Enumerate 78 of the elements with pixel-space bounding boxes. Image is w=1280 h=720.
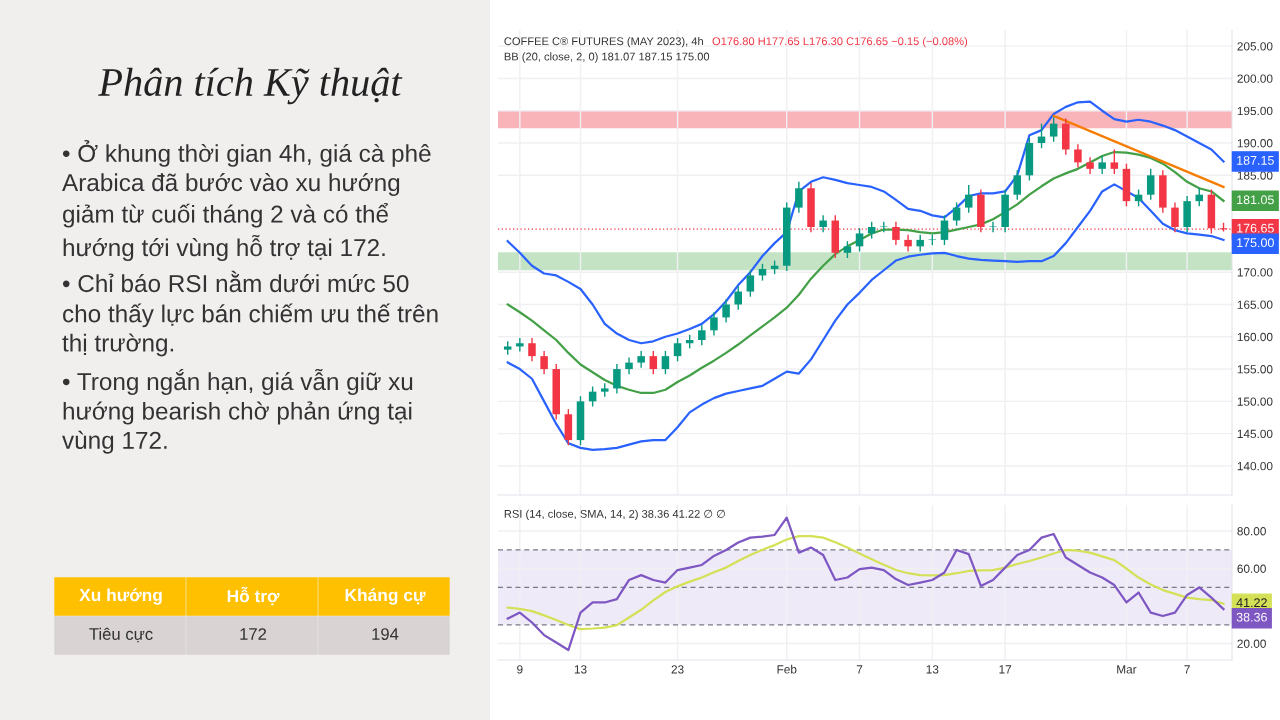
x-tick-label: 23 bbox=[671, 665, 684, 674]
candlestick bbox=[673, 337, 682, 363]
x-tick-label: 13 bbox=[574, 665, 587, 674]
candlestick bbox=[528, 337, 536, 363]
candlestick bbox=[855, 227, 864, 253]
candlestick bbox=[516, 337, 524, 353]
y-tick-label: 145.00 bbox=[1237, 429, 1273, 439]
candlestick bbox=[661, 350, 670, 375]
line-series bbox=[506, 183, 1225, 451]
data-label: 175.00 bbox=[1237, 238, 1274, 248]
data-label: 38.36 bbox=[1236, 612, 1267, 622]
candlestick bbox=[904, 234, 912, 253]
text: 194 bbox=[372, 628, 399, 640]
category-label: Xu hướng bbox=[79, 588, 162, 605]
y-tick-label: 190.00 bbox=[1237, 139, 1273, 148]
candlestick bbox=[1098, 155, 1106, 175]
y-tick-label: 165.00 bbox=[1237, 300, 1273, 309]
candlestick bbox=[613, 363, 621, 395]
chart-title: RSI (14, close, SMA, 14, 2) 38.36 41.22 ∅ ∅ bbox=[504, 509, 725, 520]
text: 172 bbox=[240, 628, 267, 640]
y-tick-label: 195.00 bbox=[1237, 106, 1273, 116]
x-tick-label: 7 bbox=[856, 665, 863, 674]
candlestick bbox=[989, 221, 997, 233]
y-tick-label: 205.00 bbox=[1237, 42, 1273, 51]
y-tick-label: 60.00 bbox=[1237, 564, 1266, 573]
candlestick bbox=[892, 221, 900, 246]
x-tick-label: Mar bbox=[1117, 665, 1137, 674]
x-tick-label: 17 bbox=[999, 665, 1012, 674]
candlestick bbox=[1195, 187, 1203, 208]
data-label: 187.15 bbox=[1237, 155, 1274, 165]
text: • Trong ngắn hạn, giá vẫn giữ xu hướng bearish chờ phản ứng tại vùng 172. bbox=[62, 368, 413, 454]
text: Phân tích Kỹ thuật bbox=[98, 67, 403, 105]
line-series bbox=[506, 100, 1225, 345]
candlestick bbox=[1171, 201, 1179, 233]
text: Tiêu cực bbox=[89, 627, 153, 643]
candlestick bbox=[710, 311, 718, 337]
y-tick-label: 150.00 bbox=[1237, 397, 1273, 406]
candlestick bbox=[698, 324, 706, 346]
data-label: 181.05 bbox=[1237, 195, 1274, 205]
text: • Ở khung thời gian 4h, giá cà phê Arabica đã bước vào xu hướng giảm từ cuối tháng 2 và có thể hướng tới vùng hỗ trợ tại 172. bbox=[62, 140, 431, 262]
y-tick-label: 200.00 bbox=[1237, 74, 1273, 83]
annotation: O176.80 H177.65 L176.30 C176.65 −0.15 (−0.08%) bbox=[712, 36, 968, 48]
candlestick bbox=[964, 184, 973, 214]
x-tick-label: 9 bbox=[517, 665, 523, 674]
candlestick bbox=[1146, 168, 1155, 201]
candlestick bbox=[734, 285, 742, 311]
candlestick bbox=[1049, 116, 1058, 143]
candlestick bbox=[540, 350, 548, 375]
x-tick-label: Feb bbox=[777, 664, 797, 674]
text: COFFEE C® FUTURES (MAY 2023), 4h bbox=[504, 36, 703, 48]
ref-line-label: 176.65 bbox=[1237, 223, 1274, 233]
data-label: 41.22 bbox=[1236, 598, 1267, 607]
text: BB (20, close, 2, 0) 181.07 187.15 175.00 bbox=[504, 52, 710, 63]
y-tick-label: 185.00 bbox=[1237, 171, 1273, 180]
category-label: Hỗ trợ bbox=[227, 586, 280, 606]
x-tick-label: 7 bbox=[1184, 665, 1190, 674]
text: • Chỉ báo RSI nằm dưới mức 50 cho thấy lực bán chiếm ưu thế trên thị trường. bbox=[62, 270, 438, 357]
candlestick bbox=[819, 214, 827, 233]
x-tick-label: 13 bbox=[926, 665, 939, 674]
y-tick-label: 170.00 bbox=[1237, 268, 1273, 277]
y-tick-label: 155.00 bbox=[1237, 365, 1273, 374]
y-tick-label: 80.00 bbox=[1237, 527, 1266, 536]
candlestick bbox=[940, 214, 949, 246]
y-tick-label: 140.00 bbox=[1237, 461, 1273, 471]
candlestick bbox=[795, 181, 803, 214]
candlestick bbox=[746, 269, 755, 298]
category-label: Kháng cự bbox=[345, 588, 426, 605]
y-tick-label: 20.00 bbox=[1237, 639, 1266, 648]
candlestick bbox=[952, 201, 961, 227]
y-tick-label: 160.00 bbox=[1237, 332, 1273, 342]
candlestick bbox=[1110, 148, 1119, 175]
candlestick bbox=[722, 298, 730, 324]
line-series bbox=[506, 150, 1225, 395]
candlestick bbox=[625, 356, 633, 375]
candlestick bbox=[1074, 143, 1082, 169]
candlestick bbox=[649, 350, 658, 375]
line-series bbox=[506, 535, 1225, 631]
candlestick bbox=[1013, 169, 1022, 201]
